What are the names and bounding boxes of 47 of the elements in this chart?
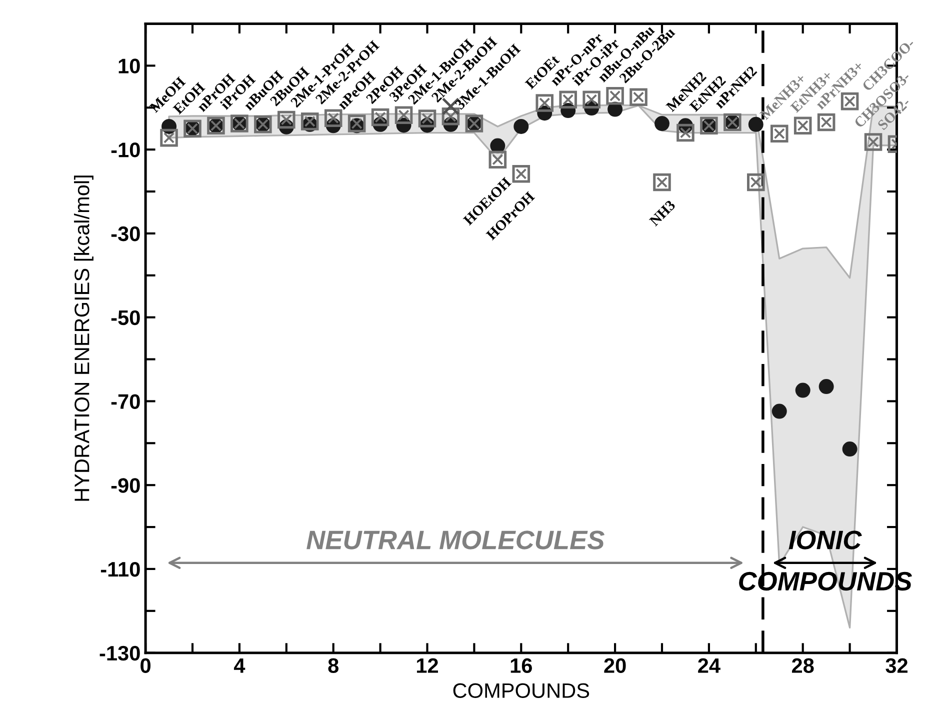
point (394, 106, 413, 124)
point (300, 112, 319, 130)
point (559, 90, 577, 109)
point (278, 110, 296, 129)
point (348, 114, 366, 132)
point (795, 382, 810, 398)
point (582, 90, 600, 109)
point (864, 133, 882, 151)
x-tick-label: 12 (416, 658, 438, 673)
x-tick-label: 28 (792, 658, 814, 674)
point (488, 150, 507, 169)
x-tick-label: 20 (604, 658, 626, 674)
y-tick-label: 10 (118, 58, 140, 74)
y-tick-label: -50 (111, 310, 140, 326)
y-tick-label: -70 (111, 394, 140, 409)
point (747, 173, 765, 192)
annotation: NEUTRAL MOLECULES (306, 530, 604, 550)
point (770, 124, 788, 143)
point (676, 124, 694, 142)
point (512, 164, 530, 183)
y-tick-label: -90 (111, 478, 140, 493)
x-tick-label: 4 (234, 658, 246, 673)
point (418, 110, 436, 128)
y-tick-label: -10 (111, 142, 140, 158)
point (818, 379, 834, 394)
point (817, 113, 836, 132)
x-tick-label: 0 (140, 658, 150, 674)
point (606, 86, 624, 105)
y-tick-label: -30 (111, 226, 140, 242)
y-tick-label: -110 (100, 562, 140, 577)
x-axis-title: COMPOUNDS (453, 683, 590, 698)
x-tick-label: 32 (886, 658, 908, 674)
y-tick-label: -130 (100, 646, 140, 661)
x-tick-label: 16 (510, 658, 532, 674)
point (842, 442, 858, 457)
point (654, 116, 670, 132)
x-tick-label: 24 (698, 658, 720, 673)
y-axis-title: HYDRATION ENERGIES [kcal/mol] (74, 176, 94, 501)
point (653, 173, 671, 192)
point (514, 118, 529, 134)
point (536, 94, 554, 112)
point (371, 108, 390, 126)
point (160, 128, 178, 147)
point (630, 88, 648, 106)
point (324, 109, 342, 127)
x-tick-label: 8 (328, 658, 338, 674)
point (772, 404, 787, 419)
